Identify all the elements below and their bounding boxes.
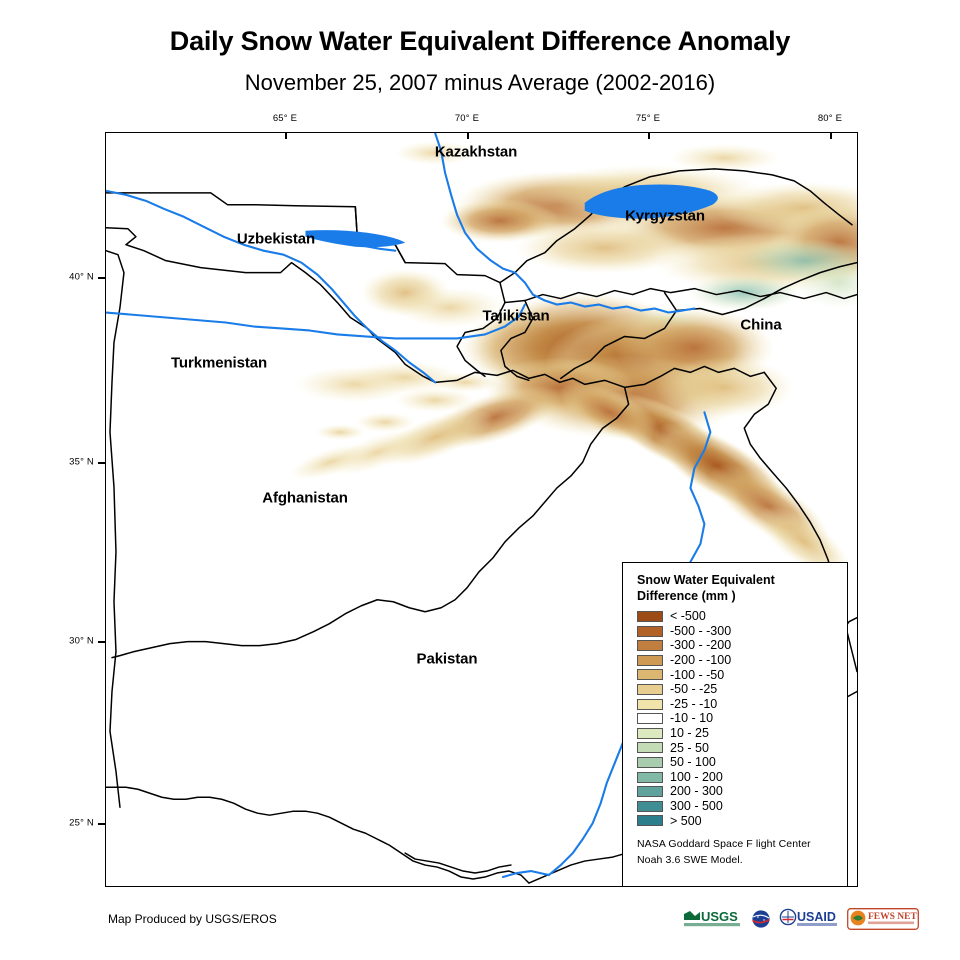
country-label-kazakhstan: Kazakhstan <box>434 143 518 161</box>
lon-tick-3 <box>830 132 832 139</box>
country-label-afghanistan: Afghanistan <box>262 489 348 507</box>
legend-label-8: 10 - 25 <box>670 726 709 741</box>
legend-class-list: < -500 -500 - -300 -300 - -200 -200 - -100-… <box>637 609 847 828</box>
lat-tick-label-3: 25° N <box>69 817 94 829</box>
legend-swatch-8 <box>637 727 663 739</box>
nasa-logo <box>749 908 773 930</box>
legend-title: Snow Water Equivalent Difference (mm ) <box>637 573 847 604</box>
usaid-logo: USAID <box>779 908 841 930</box>
svg-text:USGS: USGS <box>701 909 738 924</box>
legend-label-10: 50 - 100 <box>670 755 716 770</box>
map-canvas <box>106 133 857 886</box>
legend-swatch-5 <box>637 684 663 696</box>
legend-swatch-11 <box>637 771 663 783</box>
legend-row-3: -200 - -100 <box>637 653 847 668</box>
legend-swatch-7 <box>637 713 663 725</box>
map-credit: Map Produced by USGS/EROS <box>108 912 277 926</box>
legend-row-13: 300 - 500 <box>637 799 847 814</box>
legend-label-13: 300 - 500 <box>670 799 723 814</box>
legend-label-5: -50 - -25 <box>670 682 718 697</box>
legend-row-0: < -500 <box>637 609 847 624</box>
legend-label-12: 200 - 300 <box>670 784 723 799</box>
legend-swatch-9 <box>637 742 663 754</box>
legend-swatch-6 <box>637 698 663 710</box>
legend-row-7: -10 - 10 <box>637 711 847 726</box>
svg-text:USAID: USAID <box>797 910 836 924</box>
legend-note-line1: NASA Goddard Space F light Center <box>637 838 811 851</box>
legend-label-9: 25 - 50 <box>670 740 709 755</box>
legend-label-2: -300 - -200 <box>670 638 732 653</box>
legend-label-1: -500 - -300 <box>670 623 732 638</box>
agency-logos: USGS USAID FEWS NET <box>683 908 919 930</box>
lon-tick-label-1: 70° E <box>454 113 480 124</box>
legend-swatch-1 <box>637 625 663 637</box>
lat-tick-3 <box>98 823 105 825</box>
legend-label-4: -100 - -50 <box>670 667 725 682</box>
legend-label-7: -10 - 10 <box>670 711 714 726</box>
legend-swatch-10 <box>637 756 663 768</box>
rivers-and-lakes <box>106 133 718 879</box>
legend-title-line1: Snow Water Equivalent <box>637 573 775 587</box>
lat-tick-label-2: 30° N <box>69 635 94 647</box>
lat-tick-2 <box>98 641 105 643</box>
usgs-logo: USGS <box>683 908 743 930</box>
country-label-china: China <box>740 316 782 334</box>
fewsnet-logo: FEWS NET <box>847 908 919 930</box>
legend-swatch-2 <box>637 640 663 652</box>
legend-swatch-0 <box>637 611 663 623</box>
country-label-pakistan: Pakistan <box>416 650 478 668</box>
legend-row-4: -100 - -50 <box>637 668 847 683</box>
legend-label-3: -200 - -100 <box>670 653 732 668</box>
map-frame[interactable] <box>105 132 858 887</box>
legend-row-6: -25 - -10 <box>637 697 847 712</box>
legend-label-6: -25 - -10 <box>670 696 718 711</box>
legend-row-11: 100 - 200 <box>637 770 847 785</box>
country-label-tajikistan: Tajikistan <box>482 307 550 325</box>
legend-swatch-12 <box>637 786 663 798</box>
lon-tick-label-2: 75° E <box>635 113 661 124</box>
legend-row-8: 10 - 25 <box>637 726 847 741</box>
page-subtitle: November 25, 2007 minus Average (2002-20… <box>244 70 716 95</box>
country-label-uzbekistan: Uzbekistan <box>236 230 316 248</box>
legend-row-1: -500 - -300 <box>637 624 847 639</box>
svg-text:FEWS NET: FEWS NET <box>868 912 917 922</box>
legend-row-12: 200 - 300 <box>637 784 847 799</box>
legend-row-14: > 500 <box>637 814 847 829</box>
lat-tick-label-1: 35° N <box>69 456 94 468</box>
legend-row-9: 25 - 50 <box>637 741 847 756</box>
legend-label-14: > 500 <box>670 813 702 828</box>
country-label-turkmenistan: Turkmenistan <box>170 354 268 372</box>
legend-note: NASA Goddard Space F light Center Noah 3… <box>637 837 847 869</box>
lat-tick-1 <box>98 462 105 464</box>
legend-title-line2: Difference (mm ) <box>637 588 736 603</box>
lon-tick-label-3: 80° E <box>817 113 843 124</box>
country-label-kyrgyzstan: Kyrgyzstan <box>625 207 705 225</box>
legend-note-line2: Noah 3.6 SWE Model. <box>637 853 743 866</box>
lat-tick-0 <box>98 277 105 279</box>
lat-tick-label-0: 40° N <box>69 271 94 283</box>
legend-row-10: 50 - 100 <box>637 755 847 770</box>
legend-swatch-3 <box>637 654 663 666</box>
legend-label-0: < -500 <box>670 609 706 624</box>
page-title: Daily Snow Water Equivalent Difference A… <box>169 26 791 56</box>
lon-tick-0 <box>285 132 287 139</box>
legend-row-2: -300 - -200 <box>637 638 847 653</box>
legend-swatch-4 <box>637 669 663 681</box>
legend-row-5: -50 - -25 <box>637 682 847 697</box>
lon-tick-label-0: 65° E <box>272 113 298 124</box>
lon-tick-1 <box>467 132 469 139</box>
lon-tick-2 <box>648 132 650 139</box>
legend-swatch-14 <box>637 815 663 827</box>
legend-label-11: 100 - 200 <box>670 769 723 784</box>
legend-swatch-13 <box>637 800 663 812</box>
legend-box: Snow Water Equivalent Difference (mm ) <… <box>622 562 848 887</box>
